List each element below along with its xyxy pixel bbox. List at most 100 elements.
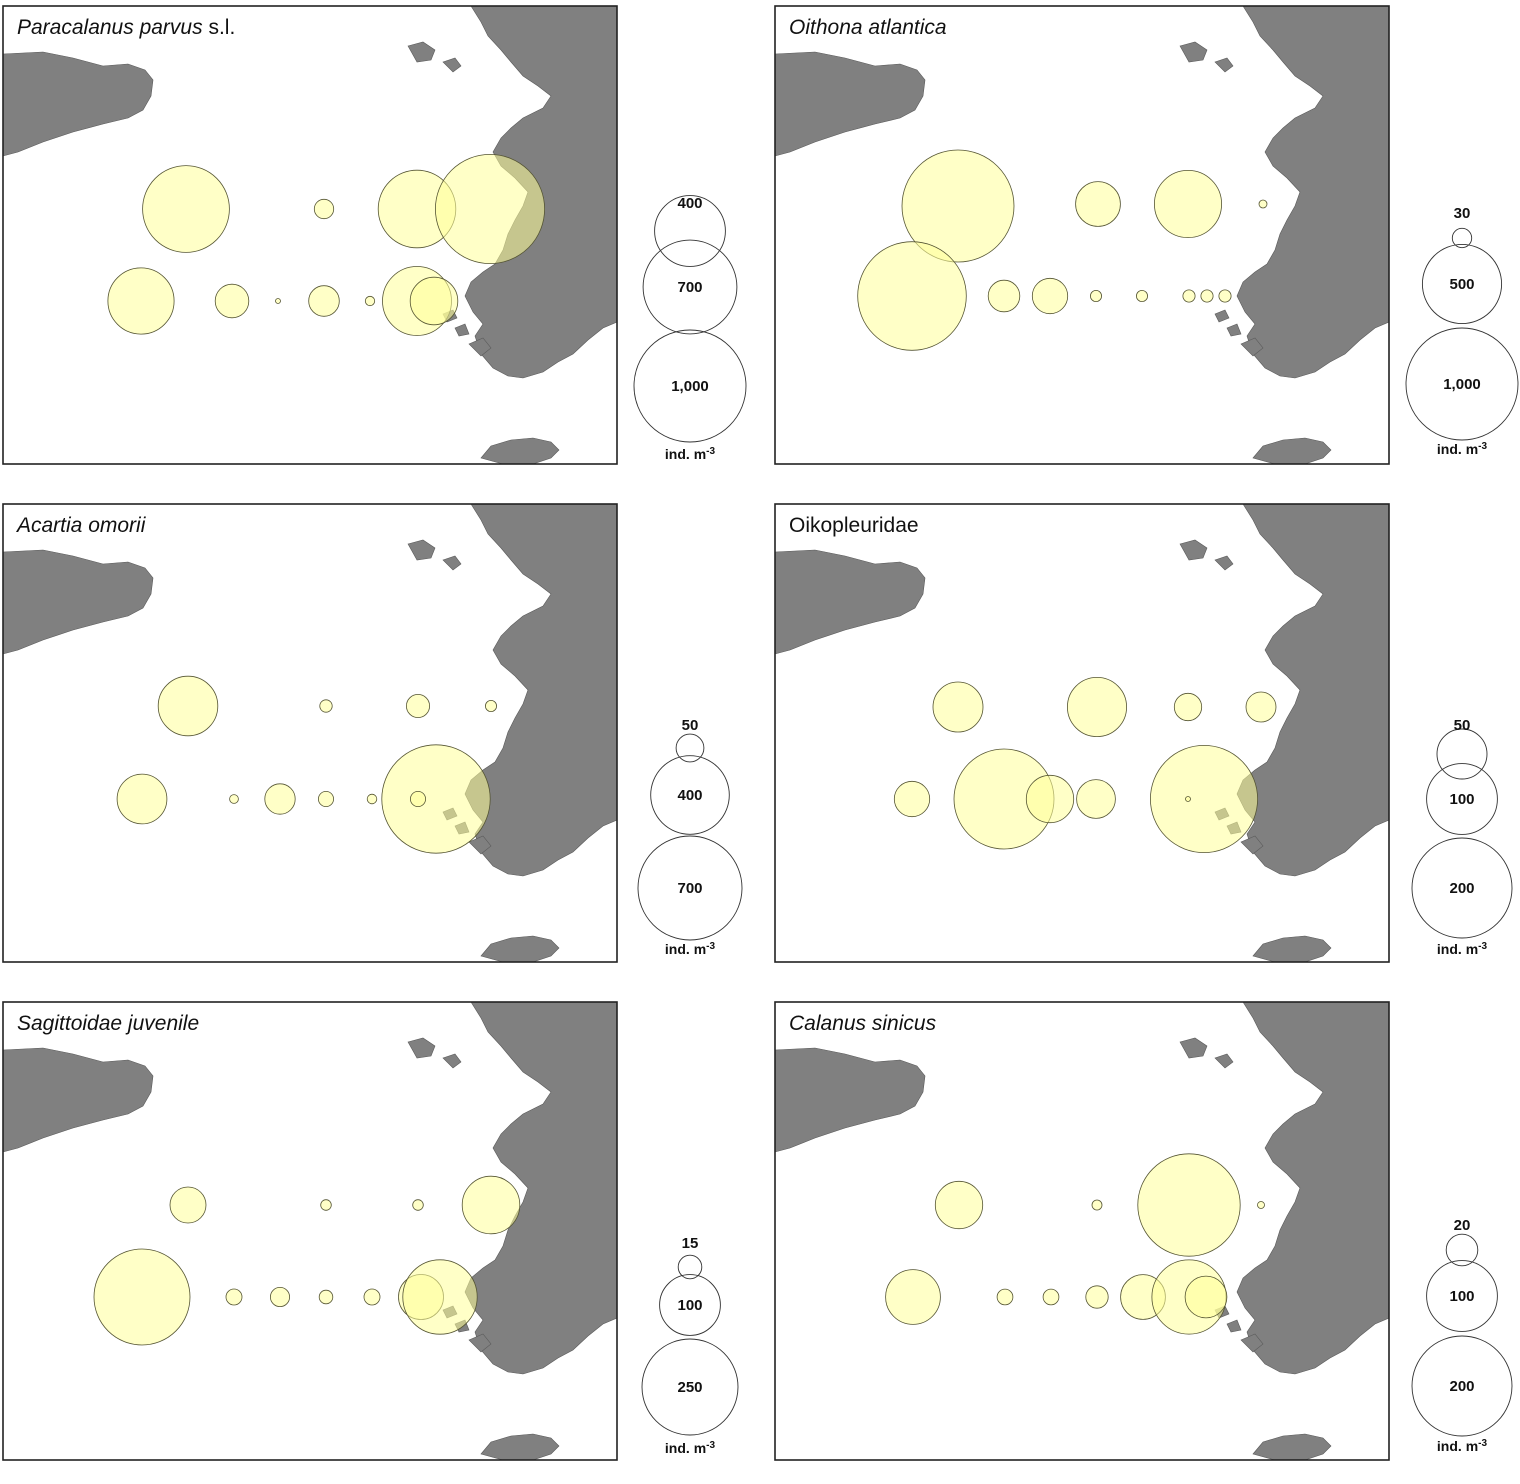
map-title: Sagittoidae juvenile [17, 1012, 199, 1035]
station-bubble-s3 [269, 1286, 290, 1307]
map-area: Sagittoidae juvenile [2, 1001, 618, 1461]
island-land [468, 835, 492, 855]
station-bubble-s1 [93, 1248, 191, 1346]
legend-circle [650, 755, 730, 835]
station-bubble-n4 [1257, 1201, 1265, 1209]
station-bubble-s7 [1200, 289, 1214, 303]
korean-peninsula-land [464, 1002, 617, 1375]
legend-circle [1426, 763, 1498, 835]
legend-circle [1445, 1233, 1479, 1267]
legend-unit: ind. m-3 [665, 446, 716, 463]
island-land [1179, 41, 1208, 63]
jeju-island-land [480, 1433, 560, 1460]
legend-label: 100 [1449, 1288, 1474, 1305]
station-bubble-s5 [1149, 744, 1258, 853]
island-land [407, 539, 436, 561]
legend-circle [1421, 243, 1503, 325]
map-frame [774, 503, 1390, 963]
station-bubble-n1 [901, 149, 1015, 263]
legend-circle [633, 329, 747, 443]
map-frame [774, 5, 1390, 465]
island-land [1240, 1333, 1264, 1353]
legend-label: 1,000 [671, 378, 709, 395]
map-panel-oithona: Oithona atlantica 30 500 1,000 ind. m-3 [772, 0, 1520, 488]
map-svg: Oithona atlantica 30 500 1,000 ind. m-3 [774, 5, 1519, 465]
map-svg: Acartia omorii 50 400 700 ind. m-3 [2, 503, 743, 963]
station-bubble-s2 [229, 794, 239, 804]
station-bubble-s7 [409, 276, 459, 326]
map-title: Paracalanus parvus s.l. [17, 16, 235, 39]
legend-label: 400 [677, 195, 702, 212]
station-bubble-s7 [402, 1259, 478, 1335]
map-title-suffix: s.l. [203, 16, 236, 39]
legend-circle [1411, 837, 1513, 939]
map-area: Oithona atlantica [774, 5, 1390, 465]
station-bubble-s4 [1085, 1285, 1109, 1309]
legend-circle [677, 1254, 703, 1280]
size-legend: 50 100 200 ind. m-3 [1411, 717, 1513, 957]
jeju-island-land [1252, 935, 1332, 962]
shandong-land [775, 1047, 926, 1153]
map-frame [2, 503, 618, 963]
legend-label: 250 [677, 1379, 702, 1396]
size-legend: 20 100 200 ind. m-3 [1411, 1217, 1513, 1455]
island-land [454, 323, 470, 337]
station-bubble-n1 [142, 165, 230, 253]
island-land [468, 337, 492, 357]
station-bubble-s7 [409, 790, 426, 807]
map-title: Oikopleuridae [789, 514, 919, 537]
station-bubble-s2 [987, 279, 1021, 313]
legend-label: 200 [1449, 1378, 1474, 1395]
map-panel-oikopleuridae: Oikopleuridae 50 100 200 ind. m-3 [772, 498, 1520, 986]
legend-label: 20 [1454, 1217, 1471, 1234]
station-bubble-n4 [434, 153, 545, 264]
island-land [407, 41, 436, 63]
station-bubble-s5 [364, 295, 376, 307]
legend-circle [659, 1274, 721, 1336]
map-title-taxon: Oithona atlantica [789, 16, 947, 39]
station-bubble-n2 [320, 1199, 332, 1211]
station-bubble-s4 [308, 285, 340, 317]
shandong-land [775, 549, 926, 655]
map-title-suffix: Oikopleuridae [789, 514, 919, 537]
station-bubble-n1 [169, 1186, 207, 1224]
station-bubble-s1 [885, 1269, 941, 1325]
size-legend: 50 400 700 ind. m-3 [637, 717, 743, 957]
map-svg: Oikopleuridae 50 100 200 ind. m-3 [774, 503, 1513, 963]
legend-circle [1451, 227, 1473, 249]
legend-circle [1405, 327, 1519, 441]
station-bubble-s5 [1135, 289, 1148, 302]
station-bubble-n4 [484, 699, 497, 712]
map-title: Oithona atlantica [789, 16, 947, 39]
legend-circle [642, 239, 738, 335]
legend-label: 200 [1449, 880, 1474, 897]
island-land [1179, 539, 1208, 561]
station-bubble-s3 [264, 783, 296, 815]
legend-label: 100 [677, 1297, 702, 1314]
station-bubble-s3 [275, 298, 281, 304]
station-bubble-s4 [1089, 289, 1102, 302]
legend-circle [637, 835, 743, 941]
station-bubble-n3 [405, 693, 430, 718]
shandong-land [3, 549, 154, 655]
station-bubble-s3 [1042, 1288, 1060, 1306]
island-land [442, 1053, 462, 1069]
station-bubble-n2 [319, 699, 333, 713]
station-bubble-s8 [1218, 289, 1232, 303]
map-area: Oikopleuridae [774, 503, 1390, 963]
map-area: Acartia omorii [2, 503, 618, 963]
island-land [1240, 337, 1264, 357]
legend-unit: ind. m-3 [1437, 1438, 1488, 1455]
station-bubble-n4 [461, 1175, 521, 1235]
korean-peninsula-land [1236, 6, 1389, 379]
map-svg: Calanus sinicus 20 100 200 ind. m-3 [774, 1001, 1513, 1461]
jeju-island-land [480, 935, 560, 962]
station-bubble-s6 [381, 744, 491, 854]
legend-circle [1436, 728, 1488, 780]
station-bubble-s6 [1182, 289, 1196, 303]
island-land [1179, 1037, 1208, 1059]
size-legend: 15 100 250 ind. m-3 [641, 1235, 739, 1456]
island-land [442, 57, 462, 73]
shandong-land [3, 1047, 154, 1153]
island-land [442, 555, 462, 571]
